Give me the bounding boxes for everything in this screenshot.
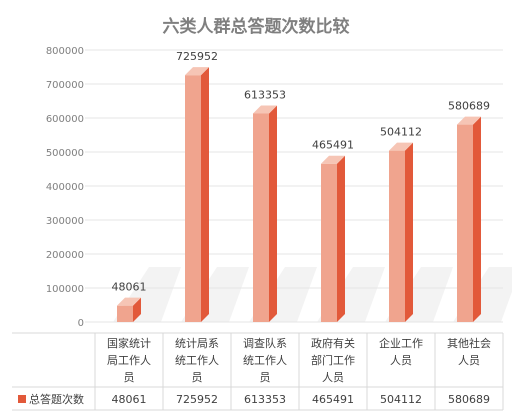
x-tick-label: 局工作人	[107, 354, 151, 367]
bar-side-face	[473, 116, 481, 323]
bar-front-face	[117, 305, 133, 322]
x-tick-label: 部门工作	[311, 353, 355, 367]
x-tick-label: 员	[192, 371, 203, 384]
bar-side-face	[269, 105, 277, 322]
bar-side-face	[405, 142, 413, 322]
bar-top-face	[185, 67, 209, 76]
x-tick-label: 人员	[458, 354, 480, 367]
table-value: 465491	[312, 393, 354, 406]
bar	[321, 155, 345, 322]
bar	[389, 142, 413, 322]
bar-front-face	[185, 75, 201, 322]
bar	[117, 297, 141, 322]
data-label: 48061	[112, 281, 147, 294]
data-table: 国家统计局工作人员统计局系统工作人员调查队系统工作人员政府有关部门工作人员企业工…	[12, 332, 504, 411]
bars	[117, 67, 481, 323]
chart-title: 六类人群总答题次数比较	[163, 16, 350, 37]
y-tick-label: 300000	[46, 216, 84, 227]
table-value: 48061	[112, 393, 147, 406]
bar	[253, 105, 277, 322]
bar-side-face	[133, 297, 141, 322]
bar-front-face	[253, 113, 269, 322]
x-tick-label: 员	[260, 371, 271, 384]
table-value: 504112	[380, 393, 422, 406]
bar-top-face	[457, 116, 481, 125]
data-label: 580689	[448, 100, 490, 113]
data-label: 613353	[244, 88, 286, 101]
x-tick-label: 调查队系	[243, 336, 287, 350]
x-tick-label: 统工作人	[175, 354, 219, 367]
y-tick-label: 100000	[46, 284, 84, 295]
x-tick-label: 员	[124, 371, 135, 384]
bar-front-face	[389, 150, 405, 322]
y-tick-label: 600000	[46, 114, 84, 125]
table-value: 725952	[176, 393, 218, 406]
gridlines	[85, 49, 503, 323]
bar	[185, 67, 209, 322]
x-tick-label: 其他社会	[447, 336, 491, 350]
data-label: 504112	[380, 126, 422, 139]
x-tick-label: 国家统计	[107, 336, 151, 350]
y-tick-label: 400000	[46, 182, 84, 193]
bar-top-face	[389, 142, 413, 151]
y-tick-label: 500000	[46, 148, 84, 159]
legend-swatch	[18, 395, 26, 403]
x-tick-label: 人员	[390, 354, 412, 367]
y-axis: 0 100000 200000 300000 400000 500000 600000 700…	[46, 46, 84, 329]
x-tick-label: 人员	[322, 371, 344, 384]
x-tick-label: 企业工作	[379, 336, 423, 350]
bar-top-face	[321, 155, 345, 164]
y-tick-label: 0	[78, 318, 84, 329]
bar-front-face	[457, 124, 473, 323]
legend-label: 总答题次数	[29, 392, 84, 406]
x-tick-label: 统计局系	[175, 337, 219, 350]
bar-side-face	[337, 155, 345, 322]
y-tick-label: 800000	[46, 46, 84, 57]
data-labels: 48061 725952 613353 465491 504112 580689	[112, 50, 491, 293]
bar-front-face	[321, 163, 337, 322]
table-value: 580689	[448, 393, 490, 406]
table-value: 613353	[244, 393, 286, 406]
bar-top-face	[117, 297, 141, 306]
bar	[457, 116, 481, 323]
data-label: 465491	[312, 139, 354, 152]
data-label: 725952	[176, 50, 218, 63]
bar-top-face	[253, 105, 277, 114]
floor-shadows	[113, 267, 512, 322]
x-tick-label: 统工作人	[243, 354, 287, 367]
y-tick-label: 700000	[46, 80, 84, 91]
x-tick-label: 政府有关	[311, 336, 355, 350]
y-tick-label: 200000	[46, 250, 84, 261]
bar-side-face	[201, 67, 209, 322]
